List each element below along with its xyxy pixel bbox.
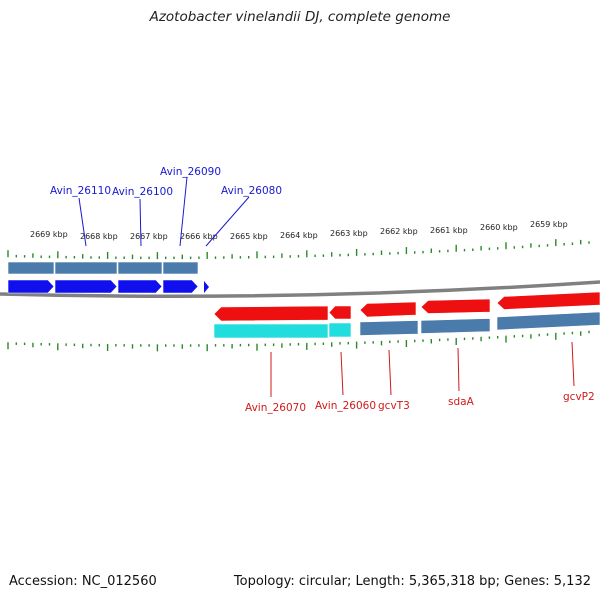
cds-bar-highlight[interactable]: [213, 323, 329, 339]
gene-label-avin-26080[interactable]: Avin_26080: [221, 185, 282, 197]
scale-label: 2659 kbp: [530, 220, 568, 229]
scale-ticks-top: [7, 239, 590, 260]
forward-cds-track: [7, 261, 199, 275]
callout-line: [388, 349, 392, 396]
forward-gene-arrow[interactable]: [162, 279, 199, 294]
callout-line: [457, 347, 460, 392]
callout-line: [571, 341, 575, 387]
gene-label-avin-26100[interactable]: Avin_26100: [112, 186, 173, 198]
reverse-gene-arrow[interactable]: [213, 305, 329, 322]
reverse-gene-arrow[interactable]: [359, 301, 417, 318]
bottom-gene-labels: Avin_26070 Avin_26060 gcvT3 sdaA gcvP2: [245, 341, 595, 414]
gene-label-gcvt3[interactable]: gcvT3: [378, 400, 410, 412]
cds-bar[interactable]: [359, 320, 419, 336]
scale-label: 2667 kbp: [130, 232, 168, 241]
reverse-gene-arrow[interactable]: [496, 291, 600, 310]
callout-line: [139, 198, 142, 247]
scale-label: 2669 kbp: [30, 230, 68, 239]
gene-label-avin-26110[interactable]: Avin_26110: [50, 185, 111, 197]
callout-line: [340, 351, 344, 396]
callout-line: [78, 197, 87, 247]
cds-bar[interactable]: [117, 261, 163, 275]
reverse-cds-track: [213, 311, 600, 339]
gene-label-gcvp2[interactable]: gcvP2: [563, 391, 595, 403]
callout-line: [179, 176, 188, 247]
forward-gene-arrow[interactable]: [117, 279, 163, 294]
top-gene-labels: Avin_26110 Avin_26100 Avin_26090 Avin_26…: [50, 166, 282, 247]
scale-label: 2665 kbp: [230, 232, 268, 241]
topology-text: Topology: circular; Length: 5,365,318 bp…: [233, 574, 591, 589]
gene-label-avin-26070[interactable]: Avin_26070: [245, 402, 306, 414]
scale-label: 2666 kbp: [180, 232, 218, 241]
accession-text: Accession: NC_012560: [9, 574, 157, 589]
forward-gene-arrow[interactable]: [54, 279, 118, 294]
callout-line: [205, 196, 250, 247]
scale-ticks-bottom: [7, 330, 590, 352]
reverse-gene-arrow[interactable]: [420, 298, 491, 314]
map-title: Azotobacter vinelandii DJ, complete geno…: [149, 9, 451, 25]
cds-bar[interactable]: [54, 261, 118, 275]
forward-gene-arrow[interactable]: [7, 279, 55, 294]
scale-label: 2662 kbp: [380, 227, 418, 236]
scale-label: 2661 kbp: [430, 226, 468, 235]
reverse-gene-arrow[interactable]: [328, 305, 352, 320]
cds-bar[interactable]: [162, 261, 199, 275]
cds-bar[interactable]: [7, 261, 55, 275]
forward-gene-arrow[interactable]: [204, 281, 209, 293]
scale-labels: 2669 kbp 2668 kbp 2667 kbp 2666 kbp 2665…: [30, 220, 568, 241]
gene-label-avin-26060[interactable]: Avin_26060: [315, 400, 376, 412]
cds-bar-highlight[interactable]: [328, 322, 352, 338]
gene-label-avin-26090[interactable]: Avin_26090: [160, 166, 221, 178]
gene-label-sdaa[interactable]: sdaA: [448, 396, 475, 408]
cds-bar[interactable]: [420, 318, 491, 334]
scale-label: 2663 kbp: [330, 229, 368, 238]
scale-label: 2668 kbp: [80, 232, 118, 241]
reverse-gene-track: [213, 291, 600, 322]
scale-label: 2660 kbp: [480, 223, 518, 232]
genome-backbone: [0, 280, 600, 299]
scale-label: 2664 kbp: [280, 231, 318, 240]
cds-bar[interactable]: [496, 311, 600, 331]
forward-gene-track: [7, 279, 209, 294]
